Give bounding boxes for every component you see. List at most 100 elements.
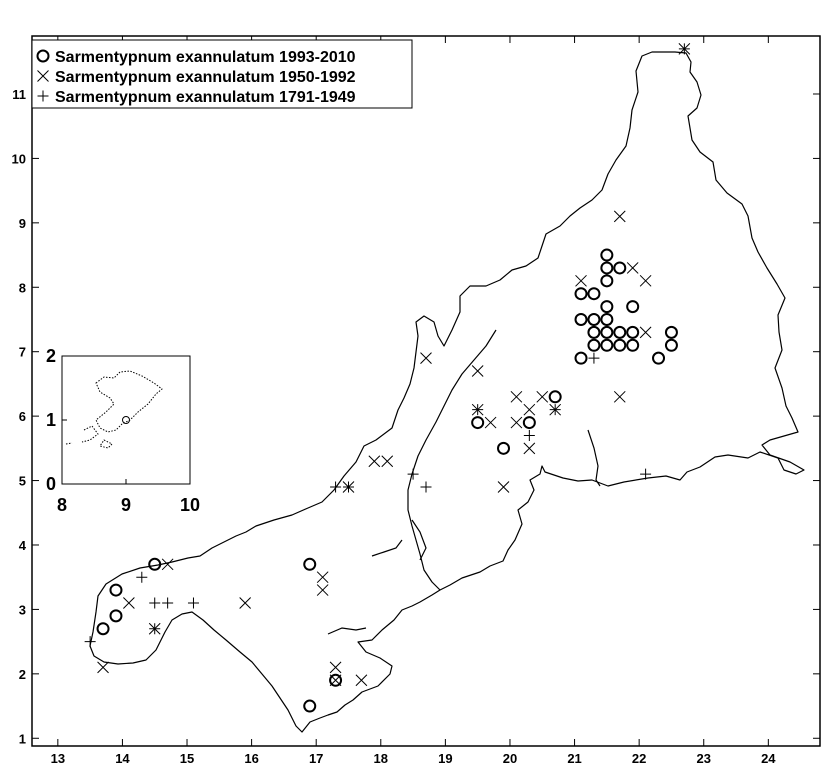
x-axis: 13 14 15 16 17 18 19 20 21 22 23 24: [51, 36, 776, 766]
legend: Sarmentypnum exannulatum 1993-2010 Sarmen…: [31, 39, 413, 109]
legend-marker-plus: [37, 90, 49, 102]
data-point-circle: [613, 325, 627, 339]
data-point-x: [510, 390, 523, 403]
region-inner-coast: [407, 329, 497, 591]
plot-frame: [31, 35, 821, 747]
region-estuary-4: [371, 539, 403, 557]
legend-label: Sarmentypnum exannulatum 1950-1992: [55, 69, 356, 86]
data-point-plus: [330, 481, 342, 493]
x-tick-label: 18: [374, 751, 388, 766]
data-point-x: [316, 584, 329, 596]
x-tick-label: 19: [438, 751, 452, 766]
data-point-plus: [342, 481, 354, 493]
y-tick-label: 8: [19, 280, 26, 295]
data-point-x: [381, 455, 394, 468]
region-outline: [89, 51, 805, 733]
data-point-circle: [587, 287, 601, 301]
data-point-circle: [626, 338, 640, 352]
y-tick-label: 3: [19, 602, 26, 617]
x-tick-label: 20: [503, 751, 517, 766]
data-point-x: [420, 352, 432, 364]
data-point-x: [639, 274, 652, 287]
y-tick-label: 10: [12, 151, 26, 166]
legend-box: [31, 39, 413, 109]
data-point-x: [536, 390, 549, 403]
data-point-circle: [600, 338, 614, 352]
data-point-x: [97, 661, 109, 674]
data-point-plus: [407, 468, 419, 480]
y-tick-label: 7: [19, 345, 26, 360]
data-point-plus: [187, 597, 199, 609]
inset-coastline: [65, 370, 163, 449]
data-point-circle: [600, 261, 614, 275]
x-tick-label: 21: [567, 751, 581, 766]
x-tick-label: 24: [761, 751, 776, 766]
y-tick-label: 6: [19, 409, 26, 424]
data-point-x: [639, 326, 652, 339]
inset-frame: [61, 355, 191, 485]
inset-x-axis: 8 9 10: [57, 479, 200, 515]
data-point-circle: [109, 583, 123, 597]
x-tick-label: 23: [697, 751, 711, 766]
inset-y-tick-label: 2: [46, 346, 56, 366]
data-point-circle: [600, 300, 614, 314]
data-point-x: [510, 416, 523, 429]
data-point-circle: [600, 312, 614, 326]
data-point-circle: [574, 312, 588, 326]
x-tick-label: 16: [244, 751, 258, 766]
data-point-x: [355, 674, 368, 687]
data-point-plus: [162, 597, 174, 609]
data-point-circle: [664, 338, 678, 352]
data-point-circle: [148, 557, 162, 571]
data-point-x: [316, 571, 329, 584]
inset-x-tick-label: 10: [180, 495, 200, 515]
data-point-x: [161, 558, 174, 571]
data-point-circle: [600, 325, 614, 339]
data-point-circle: [548, 390, 562, 404]
data-point-x: [575, 274, 587, 287]
data-point-circle: [574, 287, 588, 301]
y-tick-label: 1: [19, 731, 26, 746]
data-point-circle: [587, 338, 601, 352]
data-point-x: [471, 365, 484, 377]
data-point-x: [523, 403, 536, 416]
data-point-plus: [678, 43, 690, 55]
x-tick-label: 17: [309, 751, 323, 766]
inset-y-tick-label: 0: [46, 474, 56, 494]
y-tick-label: 2: [19, 667, 26, 682]
inset-marker: [122, 416, 130, 424]
data-point-x: [613, 390, 626, 403]
data-point-circle: [587, 312, 601, 326]
inset-x-tick-label: 9: [121, 495, 131, 515]
data-point-plus: [149, 597, 161, 609]
data-point-x: [626, 262, 639, 274]
inset-map: 8 9 10 0 1 2: [46, 346, 200, 515]
x-tick-label: 15: [180, 751, 194, 766]
data-point-plus: [523, 429, 535, 441]
data-point-circle: [109, 609, 123, 623]
data-point-x: [613, 210, 626, 223]
data-point-circle: [329, 673, 343, 687]
inset-y-tick-label: 1: [46, 410, 56, 430]
data-point-plus: [472, 404, 484, 416]
data-point-circle: [303, 557, 317, 571]
inset-y-axis: 0 1 2: [46, 346, 67, 494]
data-point-circle: [587, 325, 601, 339]
data-point-x: [329, 661, 342, 674]
data-point-circle: [96, 622, 110, 636]
region-estuary-2: [411, 519, 427, 561]
data-point-plus: [549, 404, 561, 416]
data-point-plus: [640, 468, 652, 480]
data-point-x: [484, 416, 497, 429]
y-tick-label: 5: [19, 474, 26, 489]
data-point-circle: [471, 416, 485, 430]
data-point-plus: [84, 636, 96, 648]
data-point-x: [497, 481, 510, 493]
data-point-x: [239, 597, 252, 609]
data-point-circle: [652, 351, 666, 365]
data-point-circle: [626, 325, 640, 339]
x-tick-label: 13: [51, 751, 65, 766]
inset-x-tick-label: 8: [57, 495, 67, 515]
legend-label: Sarmentypnum exannulatum 1791-1949: [55, 89, 356, 106]
